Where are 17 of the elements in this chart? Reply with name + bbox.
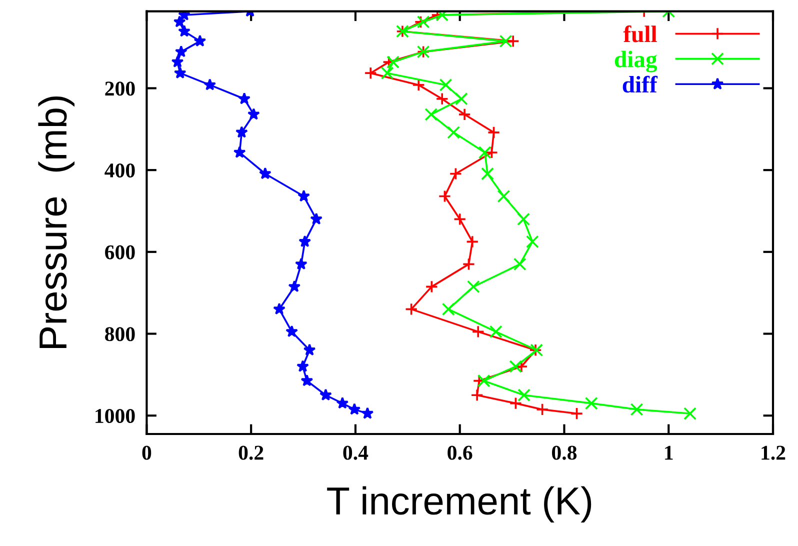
legend-label: diff xyxy=(622,76,658,93)
x-axis-title: T increment (K) xyxy=(327,486,592,522)
x-tick-label: 1.2 xyxy=(762,446,786,460)
x-tick-label: 0.4 xyxy=(343,446,368,460)
y-tick-label: 200 xyxy=(105,82,135,96)
x-tick-label: 0.2 xyxy=(238,446,264,460)
x-tick-label: 1 xyxy=(665,446,673,460)
x-tick-label: 0 xyxy=(142,446,152,460)
legend-label: full xyxy=(623,25,657,42)
y-tick-label: 400 xyxy=(104,163,135,178)
y-tick-label: 1000 xyxy=(96,408,135,424)
y-axis-title: Pressure (mb) xyxy=(38,96,74,348)
x-tick-label: 0.8 xyxy=(552,446,577,460)
legend-label: diag xyxy=(614,50,658,72)
y-tick-label: 800 xyxy=(105,327,135,342)
y-tick-label: 600 xyxy=(105,245,135,260)
x-tick-label: 0.6 xyxy=(448,446,472,460)
